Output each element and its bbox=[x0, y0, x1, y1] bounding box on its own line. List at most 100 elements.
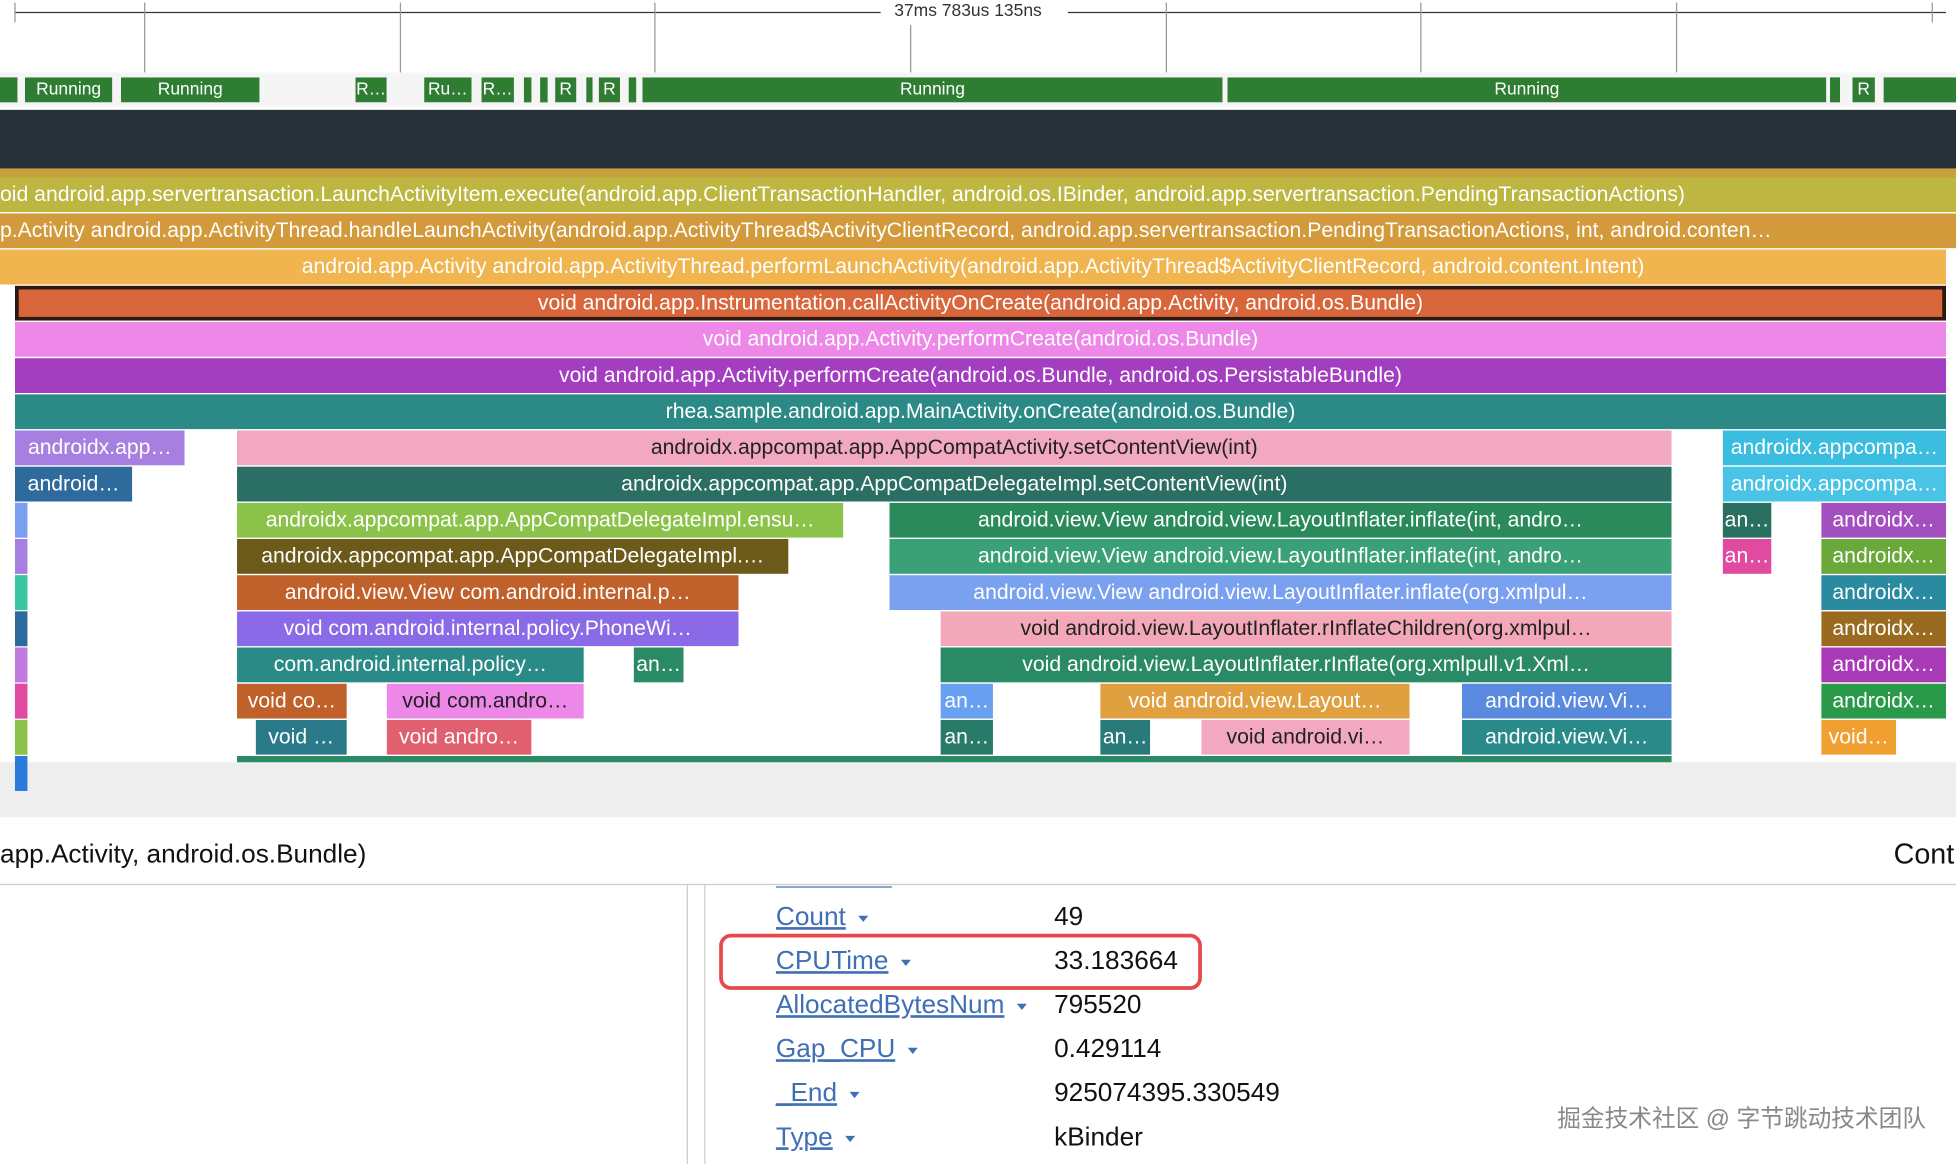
flame-slice-bg bbox=[1462, 719, 1672, 755]
flame-slice-label: void andro… bbox=[399, 726, 519, 749]
arg-key[interactable]: Count bbox=[776, 901, 847, 931]
ruler-label-bg bbox=[880, 0, 1068, 26]
arg-key[interactable]: Gap_CPU bbox=[776, 1033, 895, 1063]
details-tab[interactable]: Cont bbox=[1894, 838, 1955, 870]
arg-value: kBinder bbox=[1054, 1121, 1143, 1151]
dropdown-arrow bbox=[845, 1135, 856, 1143]
thread-state-sliver bbox=[628, 77, 637, 103]
flame-slice-bg bbox=[1100, 683, 1410, 719]
flame-slice-bg bbox=[1821, 683, 1947, 719]
arg-key[interactable]: AllocatedBytesNum bbox=[776, 989, 1005, 1019]
thread-state-bg bbox=[1227, 77, 1827, 103]
flame-slice-bg bbox=[1821, 502, 1947, 538]
flame-slice-bg bbox=[889, 575, 1672, 611]
flame-slice-label: oid android.app.servertransaction.Launch… bbox=[0, 183, 1685, 206]
thread-state-bg bbox=[1852, 77, 1875, 103]
thread-state-sliver bbox=[586, 77, 593, 103]
flame-slice-label: androidx.appcompa… bbox=[1731, 472, 1938, 495]
flame-slice: an… bbox=[1722, 538, 1772, 574]
flame-slice-bg bbox=[1722, 466, 1947, 502]
flame-slice-label: void android.app.Instrumentation.callAct… bbox=[538, 291, 1423, 314]
flame-slice: void android.app.Activity.performCreate(… bbox=[14, 358, 1947, 394]
dropdown-arrow bbox=[849, 1091, 860, 1099]
flame-slice-bg bbox=[255, 719, 347, 755]
thread-state: R… bbox=[481, 77, 514, 103]
flame-slice-label: void… bbox=[1829, 726, 1889, 749]
flame-slice-label: an… bbox=[944, 726, 989, 749]
thread-state: Running bbox=[24, 77, 113, 103]
flame-slice-bg bbox=[1821, 538, 1947, 574]
highlight-box bbox=[719, 933, 1202, 990]
flame-slice-bg bbox=[14, 285, 1947, 321]
slice-sliver bbox=[14, 647, 28, 683]
flame-slice-label: androidx… bbox=[1832, 689, 1934, 712]
flame-slice-bg bbox=[14, 321, 1947, 357]
thread-state-bg bbox=[24, 77, 113, 103]
flame-slice-bg bbox=[0, 177, 1956, 213]
flame-slice-bg bbox=[1100, 719, 1151, 755]
flame-slice: androidx… bbox=[1821, 575, 1947, 611]
flame-slice-bg bbox=[237, 683, 347, 719]
thread-state-sliver bbox=[540, 77, 548, 103]
track-footer bbox=[0, 762, 1956, 818]
arg-key[interactable]: CPUTime bbox=[776, 945, 889, 975]
flame-slice-bg bbox=[237, 466, 1672, 502]
flame-slice: androidx… bbox=[1821, 538, 1947, 574]
flame-slice: an… bbox=[940, 683, 993, 719]
flame-slice-label: void com.android.internal.policy.PhoneWi… bbox=[284, 617, 692, 640]
thread-state-label: Running bbox=[158, 78, 223, 98]
flame-slice: void com.andro… bbox=[386, 683, 584, 719]
thread-state-label: R… bbox=[483, 78, 513, 98]
thread-state: Running bbox=[642, 77, 1223, 103]
flame-slice: an… bbox=[940, 719, 993, 755]
flame-slice: oid android.app.servertransaction.Launch… bbox=[0, 177, 1956, 213]
flame-slice: void com.android.internal.policy.PhoneWi… bbox=[237, 611, 739, 647]
flame-slice-bg bbox=[237, 502, 844, 538]
slice-sliver bbox=[14, 538, 28, 574]
flame-slice-label: androidx… bbox=[1832, 545, 1934, 568]
slice-sliver bbox=[14, 611, 28, 647]
thread-state-sliver bbox=[1830, 77, 1840, 103]
thread-state: Running bbox=[1227, 77, 1827, 103]
flame-slice: androidx.appcompa… bbox=[1722, 430, 1947, 466]
flame-slice-label: void co… bbox=[248, 689, 336, 712]
flame-slice-label: android.view.View android.view.LayoutInf… bbox=[978, 545, 1583, 568]
flame-slice: void android.app.Instrumentation.callAct… bbox=[14, 285, 1947, 321]
flame-slice: androidx.appcompat.app.AppCompatDelegate… bbox=[237, 502, 844, 538]
thread-state: Ru… bbox=[424, 77, 472, 103]
flame-slice-label: androidx.appcompat.app.AppCompatDelegate… bbox=[266, 508, 815, 531]
thread-state: R bbox=[598, 77, 620, 103]
flame-slice-bg bbox=[14, 358, 1947, 394]
thread-state-bg bbox=[481, 77, 514, 103]
flame-slice: com.android.internal.policy… bbox=[237, 647, 584, 683]
arg-key[interactable]: Type bbox=[776, 1121, 833, 1151]
thread-state: R bbox=[555, 77, 577, 103]
flame-slice-bg bbox=[14, 466, 133, 502]
flame-slice-bg bbox=[940, 683, 993, 719]
flame-slice-bg bbox=[0, 249, 1947, 285]
flame-slice: void android.view.Layout… bbox=[1100, 683, 1410, 719]
flame-slice: void co… bbox=[237, 683, 347, 719]
selected-outline bbox=[14, 285, 1947, 321]
flame-slice-label: android.view.View com.android.internal.p… bbox=[285, 581, 691, 604]
flame-slice-label: androidx.appcompat.app.AppCompatActivity… bbox=[651, 436, 1258, 459]
arg-value: 49 bbox=[1054, 901, 1083, 931]
arg-value: 33.183664 bbox=[1054, 945, 1178, 975]
arg-key[interactable]: _End bbox=[775, 1077, 837, 1107]
flame-slice-bg bbox=[633, 647, 684, 683]
slice-sliver bbox=[14, 575, 28, 611]
flame-slice: androidx.app… bbox=[14, 430, 185, 466]
flame-slice-bg bbox=[237, 430, 1672, 466]
flame-slice-bg bbox=[940, 611, 1672, 647]
flame-slice-label: an… bbox=[1725, 545, 1770, 568]
thread-state: R… bbox=[355, 77, 387, 103]
arg-value: 925074395.330549 bbox=[1054, 1077, 1280, 1107]
slice-sliver bbox=[14, 719, 28, 755]
slice-sliver bbox=[14, 502, 28, 538]
thread-state-bg bbox=[355, 77, 387, 103]
flame-slice-bg bbox=[237, 575, 739, 611]
dropdown-arrow bbox=[1016, 1003, 1027, 1010]
flame-slice: void … bbox=[255, 719, 347, 755]
details-title: app.Activity, android.os.Bundle) bbox=[0, 839, 366, 869]
partial-slice bbox=[0, 168, 1956, 179]
